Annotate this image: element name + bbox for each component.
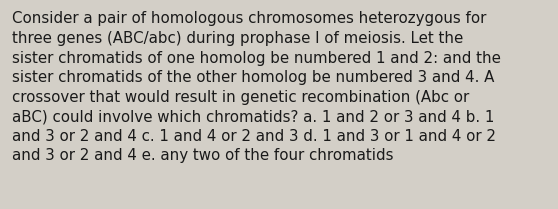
Text: Consider a pair of homologous chromosomes heterozygous for
three genes (ABC/abc): Consider a pair of homologous chromosome… xyxy=(12,11,501,163)
